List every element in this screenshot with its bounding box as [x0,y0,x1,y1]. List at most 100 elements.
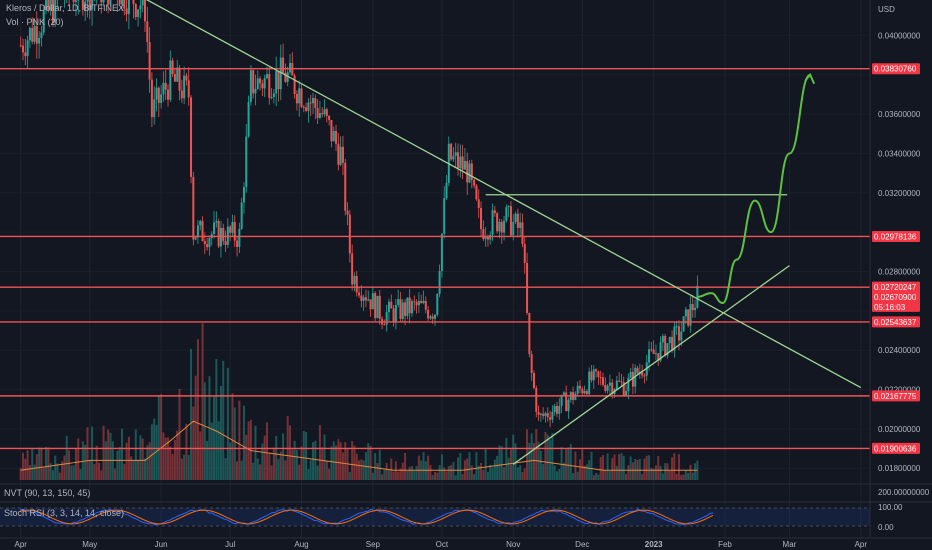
price-tick-label: 0.04000000 [878,31,921,40]
nvt-legend[interactable]: NVT (90, 13, 150, 45) [4,488,91,498]
candle-body [261,83,264,89]
volume-bar [569,444,572,480]
candle-body [45,0,48,11]
candle-body [542,413,545,416]
candle-body [192,176,195,240]
candle-body [687,309,690,326]
candle-body [332,131,335,142]
candle-body [371,293,374,310]
candle-body [408,297,411,314]
candle-body [335,131,338,144]
candle-body [654,353,657,355]
volume-bar [26,450,29,480]
candle-body [282,57,285,73]
candle-body [450,143,453,160]
volume-bar [275,435,278,480]
volume-bar [367,443,370,480]
volume-bar [381,474,384,480]
volume-bar [137,459,140,480]
volume-bar [493,459,496,480]
volume-bar [242,405,245,480]
volume-bar [261,443,264,480]
candle-body [302,106,305,108]
candle-body [436,293,439,315]
candle-body [125,8,128,15]
candle-body [259,78,262,84]
candle-body [222,227,225,242]
candle-body [328,115,331,120]
candle-body [185,75,188,81]
volume-bar [459,452,462,480]
volume-bar [355,453,358,480]
volume-bar [150,424,153,480]
volume-bar [93,463,96,480]
volume-bar [595,473,598,480]
candle-body [120,0,123,5]
candle-body [309,102,312,104]
candle-body [35,26,38,44]
candle-body [602,377,605,385]
candle-body [118,0,121,5]
volume-bar [196,339,199,480]
price-label-level: 0.01900636 [874,444,917,453]
candle-body [344,162,347,211]
candle-body [401,302,404,319]
volume-bars [19,323,699,480]
volume-bar [470,465,473,480]
candle-body [226,226,229,245]
candle-body [196,225,199,238]
volume-bar [673,453,676,480]
candle-body [157,87,160,103]
candle-body [629,371,632,378]
volume-bar [97,462,100,480]
candle-body [625,390,628,396]
volume-bar [581,449,584,480]
volume-bar [360,459,363,480]
candle-body [599,377,602,379]
candle-body [420,300,423,304]
price-tick-label: 0.02400000 [878,346,921,355]
volume-bar [406,470,409,480]
candle-body [339,146,342,165]
candle-body [463,160,466,170]
volume-bar [684,469,687,480]
volume-bar [358,460,361,480]
candle-body [505,207,508,221]
candle-body [565,392,568,412]
candle-body [530,354,533,373]
volume-bar [475,452,478,480]
candle-body [252,70,255,94]
candle-body [279,57,282,90]
volume-bar [427,455,430,480]
volume-bar [675,473,678,480]
price-label-current: 0.02670900 [874,293,917,302]
volume-legend[interactable]: Vol · PNK (20) [6,17,64,27]
candle-body [659,342,662,361]
volume-bar [226,367,229,480]
volume-bar [238,400,241,480]
candle-body [668,336,671,344]
stoch-rsi-legend[interactable]: Stoch RSI (3, 3, 14, 14, close) [4,508,125,518]
volume-bar [162,432,165,480]
volume-bar [385,462,388,480]
candle-body [148,42,151,80]
price-label-level: 0.02978136 [874,232,917,241]
stoch-band [0,508,870,526]
candle-body [194,237,197,240]
volume-bar [657,456,660,480]
symbol-title[interactable]: Kleros / Dollar, 1D, BITFINEX [6,3,125,13]
candle-body [263,78,266,89]
volume-bar [139,435,142,480]
volume-bar [265,422,268,480]
time-tick-label: May [82,540,97,549]
volume-bar [438,465,441,480]
volume-bar [606,453,609,480]
candle-body [275,71,278,94]
candle-body [585,390,588,395]
volume-bar [233,407,236,480]
volume-bar [631,462,634,480]
time-tick-label: 2023 [645,540,663,549]
stoch-d-line [19,509,714,525]
price-label-box [872,390,920,402]
